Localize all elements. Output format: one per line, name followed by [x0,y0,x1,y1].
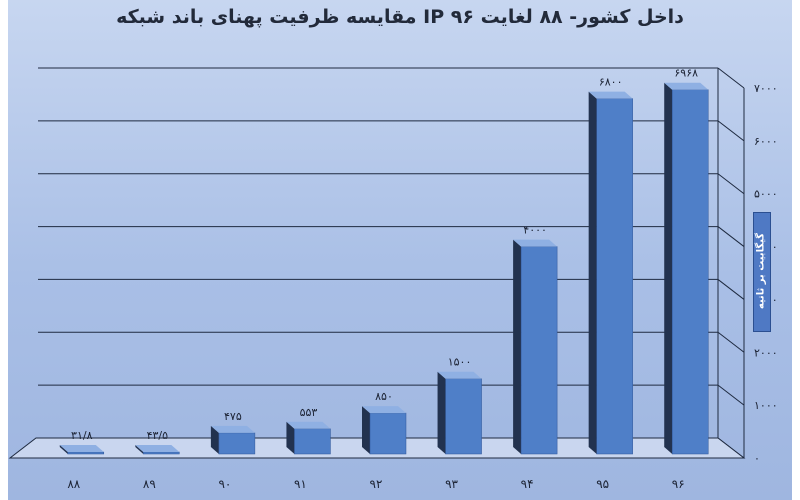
y-axis-label: گیگابیت بر ثانیه [755,232,767,310]
x-tick-label: ۹۲ [370,477,383,491]
gridline-side [717,331,745,353]
bar-top [210,425,255,433]
bar-value-label: ۸۵۰ [375,390,393,403]
x-tick-label: ۹۴ [521,477,534,491]
bar-side [362,406,370,454]
y-tick-label: ۱۰۰۰ [754,399,778,412]
bar [294,428,331,455]
bar-top [588,91,633,99]
bar-top [59,445,104,452]
gridline-side [717,120,745,142]
bar-top [513,239,558,247]
chart-title: مقایسه ظرفیت پهنای باند شبکه IP داخل کشو… [116,6,684,28]
x-tick-label: ۹۱ [294,477,307,491]
bar-value-label: ۴۰۰۰ [523,224,547,237]
gridline-side [717,226,745,247]
gridline-side [717,67,745,89]
bar-side [135,445,144,454]
bar-value-label: ۳۱/۸ [71,429,93,442]
y-tick-label: ۵۰۰۰ [754,188,778,201]
y-tick-label: ۶۰۰۰ [754,135,778,148]
bar-value-label: ۱۵۰۰ [448,356,472,369]
x-tick-label: ۸۸ [67,477,80,491]
bar-value-label: ۴۷۵ [224,410,242,423]
x-tick-label: ۸۹ [143,477,156,491]
bar-top [362,406,406,414]
bar-top [135,445,180,452]
gridline-side [717,279,745,300]
bar [143,451,180,455]
bar-top [664,82,709,90]
bar-value-label: ۴۳/۵ [147,429,169,442]
bar [596,98,633,455]
y-tick-label: ۷۰۰۰ [754,82,778,95]
bar [67,451,105,455]
bar-side [210,425,219,454]
bar-side [286,421,295,454]
bar-side [59,445,68,454]
bar-value-label: ۶۹۶۸ [674,67,698,80]
bar-value-label: ۵۵۳ [300,406,318,419]
x-tick-label: ۹۵ [596,477,609,491]
gridline-side [717,384,745,406]
y-tick-label: ۰ [754,452,760,465]
bar [445,378,482,455]
y-axis-label-box [753,212,771,332]
bar [671,89,709,455]
bar-side [664,82,673,454]
bar [520,246,558,455]
y-tick-label: ۲۰۰۰ [754,346,778,359]
x-tick-label: ۹۰ [218,477,231,491]
gridline-side [717,173,745,195]
x-tick-label: ۹۶ [672,477,685,491]
bar-side [588,91,597,455]
bar-top [437,371,482,379]
bar-side [437,371,446,454]
bar-value-label: ۶۸۰۰ [599,76,623,89]
bar [369,412,407,455]
bar-side [513,239,522,454]
x-tick-label: ۹۳ [445,477,458,491]
bar-top [286,421,331,429]
bar [218,432,256,455]
